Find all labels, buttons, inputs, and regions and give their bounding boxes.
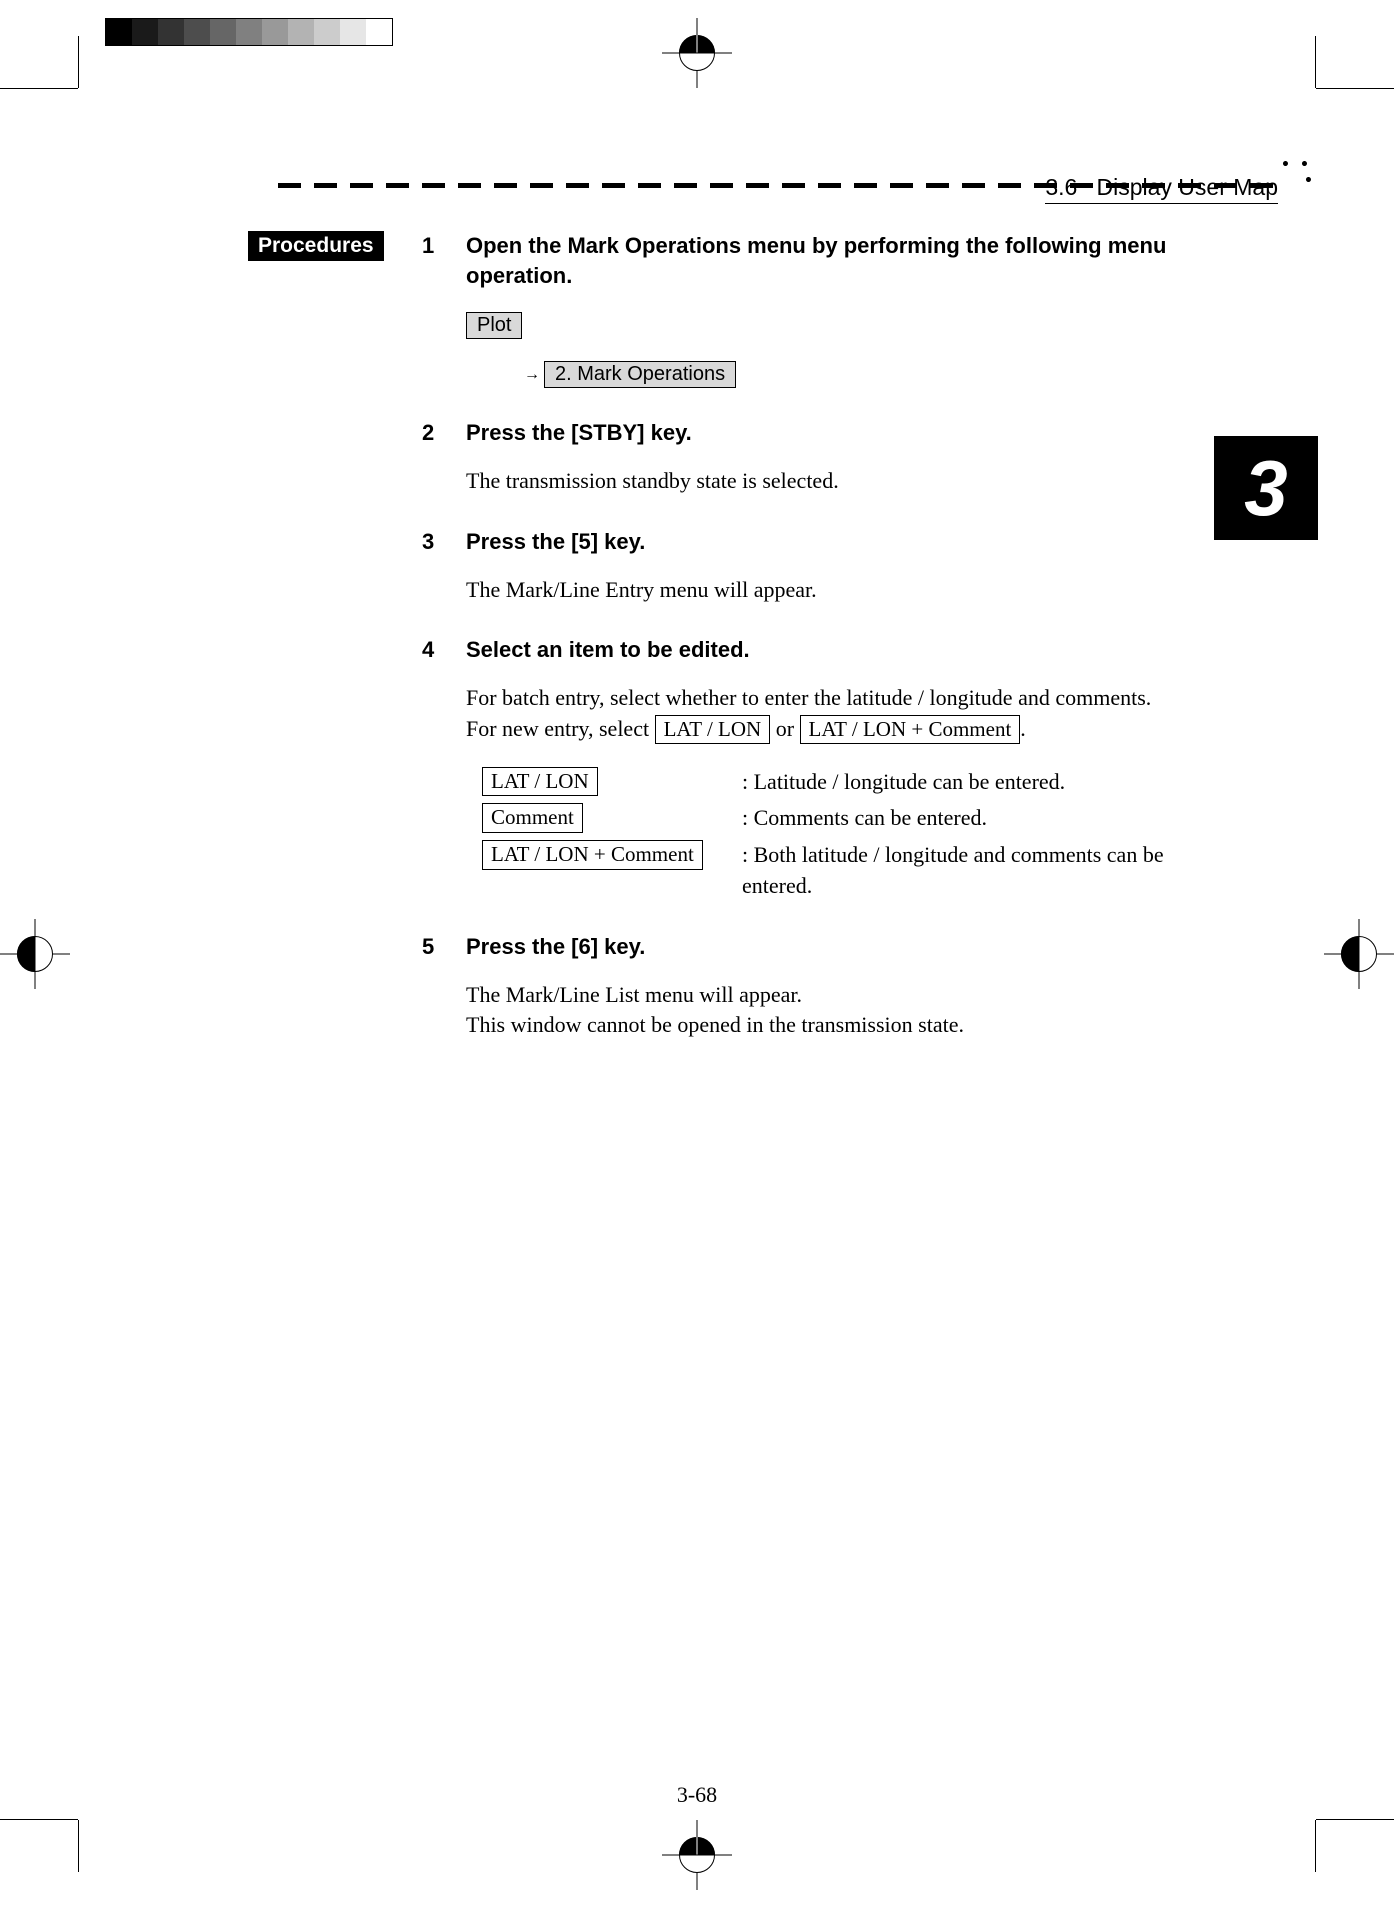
step-number: 5 (422, 932, 466, 962)
option-label-box: LAT / LON (482, 767, 598, 796)
option-table: LAT / LON : Latitude / longitude can be e… (482, 767, 1182, 902)
menu-box-root: Plot (466, 312, 522, 339)
option-row: LAT / LON : Latitude / longitude can be e… (482, 767, 1182, 798)
grayscale-cell (340, 19, 366, 45)
procedure-step: 2Press the [STBY] key. The transmission s… (422, 418, 1182, 496)
step-heading: 5Press the [6] key. (422, 932, 1182, 962)
registration-mark-top (662, 18, 732, 88)
step-number: 1 (422, 231, 466, 290)
step-title: Open the Mark Operations menu by perform… (466, 231, 1182, 290)
chapter-tab: 3 (1214, 436, 1318, 540)
menu-path: Plot →2. Mark Operations (466, 312, 1182, 388)
step-title: Press the [6] key. (466, 932, 645, 962)
steps-container: 1Open the Mark Operations menu by perfor… (422, 231, 1182, 1071)
arrow-icon: → (524, 366, 540, 384)
step-title: Press the [5] key. (466, 527, 645, 557)
step-title: Press the [STBY] key. (466, 418, 692, 448)
option-box: LAT / LON (655, 715, 771, 744)
step-number: 4 (422, 635, 466, 665)
section-title: Display User Map (1097, 174, 1279, 200)
grayscale-cell (184, 19, 210, 45)
grayscale-cell (314, 19, 340, 45)
step-number: 2 (422, 418, 466, 448)
menu-box-child: 2. Mark Operations (544, 361, 736, 388)
header-dots-icon: ･･ ･ (1278, 158, 1320, 190)
page-content: 3.6 Display User Map ･･ ･ Procedures 3 1… (78, 88, 1316, 1820)
section-number: 3.6 (1045, 174, 1077, 200)
grayscale-strip (105, 18, 393, 46)
procedure-step: 4Select an item to be edited. For batch e… (422, 635, 1182, 901)
page-header: 3.6 Display User Map (1045, 174, 1278, 204)
grayscale-cell (262, 19, 288, 45)
step-body: For batch entry, select whether to enter… (466, 683, 1182, 745)
option-row: Comment : Comments can be entered. (482, 803, 1182, 834)
procedure-step: 5Press the [6] key. The Mark/Line List me… (422, 932, 1182, 1041)
grayscale-cell (158, 19, 184, 45)
procedure-step: 1Open the Mark Operations menu by perfor… (422, 231, 1182, 388)
chapter-tab-number: 3 (1244, 443, 1287, 534)
option-description: : Latitude / longitude can be entered. (742, 767, 1065, 798)
grayscale-cell (288, 19, 314, 45)
step-number: 3 (422, 527, 466, 557)
option-label-box: LAT / LON + Comment (482, 840, 703, 869)
procedures-label: Procedures (248, 231, 384, 261)
option-description: : Both latitude / longitude and comments… (742, 840, 1182, 902)
step-body: The transmission standby state is select… (466, 466, 1182, 497)
grayscale-cell (132, 19, 158, 45)
step-heading: 4Select an item to be edited. (422, 635, 1182, 665)
option-row: LAT / LON + Comment : Both latitude / lon… (482, 840, 1182, 902)
registration-mark-right (1324, 919, 1394, 989)
grayscale-cell (106, 19, 132, 45)
step-body: The Mark/Line List menu will appear. Thi… (466, 980, 1182, 1042)
page-number: 3-68 (677, 1782, 717, 1808)
step-heading: 2Press the [STBY] key. (422, 418, 1182, 448)
option-description: : Comments can be entered. (742, 803, 987, 834)
option-box: LAT / LON + Comment (800, 715, 1021, 744)
procedure-step: 3Press the [5] key. The Mark/Line Entry m… (422, 527, 1182, 605)
step-heading: 3Press the [5] key. (422, 527, 1182, 557)
grayscale-cell (210, 19, 236, 45)
grayscale-cell (236, 19, 262, 45)
option-label-box: Comment (482, 803, 583, 832)
registration-mark-left (0, 919, 70, 989)
step-body: The Mark/Line Entry menu will appear. (466, 575, 1182, 606)
step-heading: 1Open the Mark Operations menu by perfor… (422, 231, 1182, 290)
step-title: Select an item to be edited. (466, 635, 750, 665)
grayscale-cell (366, 19, 392, 45)
registration-mark-bottom (662, 1820, 732, 1890)
